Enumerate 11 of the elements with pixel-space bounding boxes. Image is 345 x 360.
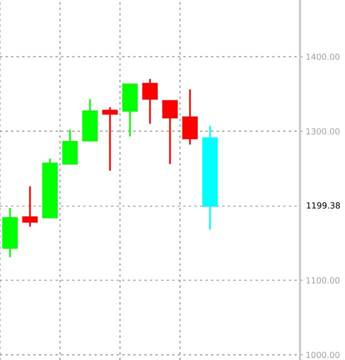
y-tick-label: 1400.00 [306, 54, 340, 60]
candlestick [62, 128, 78, 165]
y-tick-label: 1300.00 [306, 128, 340, 134]
ref-line-label: 1199.38 [306, 202, 340, 209]
candlestick [182, 88, 198, 146]
candlestick [142, 78, 158, 125]
candlestick [22, 186, 38, 228]
candlestick [162, 100, 178, 165]
y-tick-label: 1000.00 [306, 352, 340, 358]
candlestick [102, 106, 118, 172]
y-tick-label: 1100.00 [306, 277, 340, 284]
